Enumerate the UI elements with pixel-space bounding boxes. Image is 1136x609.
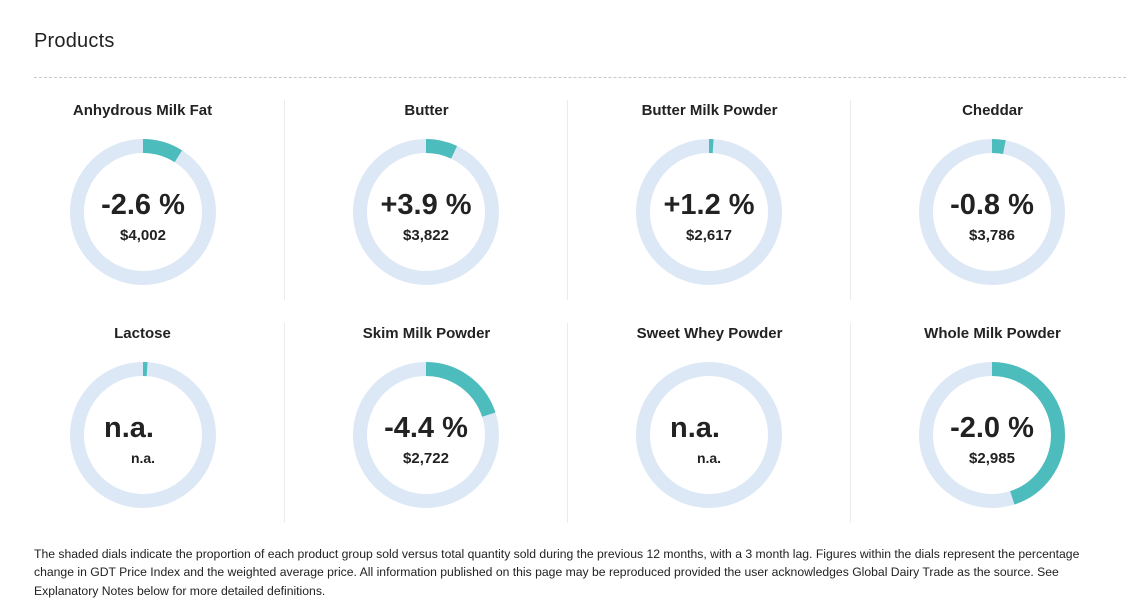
product-card[interactable]: Cheddar -0.8 % $3,786 xyxy=(850,100,1134,300)
average-price: $2,617 xyxy=(686,227,732,244)
average-price: $3,786 xyxy=(969,227,1015,244)
dial-ring xyxy=(919,362,1065,508)
dial-ring xyxy=(919,139,1065,285)
product-card[interactable]: Lactose n.a. n.a. xyxy=(1,323,284,523)
product-name: Butter xyxy=(404,102,449,119)
product-name: Butter Milk Powder xyxy=(641,102,778,119)
average-price: $3,822 xyxy=(403,227,449,244)
dial-ring xyxy=(636,362,782,508)
dial-share-arc xyxy=(70,139,216,285)
price-index-change: -2.6 % xyxy=(101,189,185,221)
share-dial: -2.6 % $4,002 xyxy=(68,137,218,287)
product-card[interactable]: Butter +3.9 % $3,822 xyxy=(284,100,568,300)
product-name: Whole Milk Powder xyxy=(924,325,1061,342)
price-index-change: +1.2 % xyxy=(663,189,755,221)
share-dial: -2.0 % $2,985 xyxy=(917,360,1067,510)
dial-share-arc xyxy=(919,139,1065,285)
dial-ring xyxy=(353,362,499,508)
average-price: $2,722 xyxy=(403,450,449,467)
average-price: n.a. xyxy=(130,450,156,466)
product-name: Cheddar xyxy=(962,102,1023,119)
price-index-change: +3.9 % xyxy=(380,189,472,221)
average-price: n.a. xyxy=(696,450,722,466)
product-name: Skim Milk Powder xyxy=(362,325,491,342)
share-dial: +1.2 % $2,617 xyxy=(634,137,784,287)
dial-share-arc xyxy=(70,362,216,508)
page-title: Products xyxy=(34,30,115,52)
dial-share-arc xyxy=(353,139,499,285)
product-card[interactable]: Anhydrous Milk Fat -2.6 % $4,002 xyxy=(1,100,284,300)
price-index-change: -2.0 % xyxy=(950,412,1034,444)
product-card[interactable]: Butter Milk Powder +1.2 % $2,617 xyxy=(567,100,851,300)
dial-ring xyxy=(353,139,499,285)
dial-ring xyxy=(70,362,216,508)
share-dial: +3.9 % $3,822 xyxy=(351,137,501,287)
dial-share-arc xyxy=(353,362,499,508)
share-dial: n.a. n.a. xyxy=(634,360,784,510)
average-price: $4,002 xyxy=(120,227,166,244)
price-index-change: n.a. xyxy=(104,412,154,444)
dial-track xyxy=(636,362,782,508)
dial-ring xyxy=(70,139,216,285)
product-card[interactable]: Whole Milk Powder -2.0 % $2,985 xyxy=(850,323,1134,523)
footnote: The shaded dials indicate the proportion… xyxy=(34,547,1080,598)
product-name: Anhydrous Milk Fat xyxy=(72,102,213,119)
dial-share-arc xyxy=(919,362,1065,508)
price-index-change: -4.4 % xyxy=(384,412,468,444)
share-dial: -0.8 % $3,786 xyxy=(917,137,1067,287)
dial-ring xyxy=(636,139,782,285)
product-name: Lactose xyxy=(114,325,171,342)
dial-share-arc xyxy=(636,139,782,285)
share-dial: -4.4 % $2,722 xyxy=(351,360,501,510)
average-price: $2,985 xyxy=(969,450,1015,467)
price-index-change: -0.8 % xyxy=(950,189,1034,221)
section-divider xyxy=(34,77,1126,78)
share-dial: n.a. n.a. xyxy=(68,360,218,510)
product-name: Sweet Whey Powder xyxy=(636,325,783,342)
product-card[interactable]: Sweet Whey Powder n.a. n.a. xyxy=(567,323,851,523)
price-index-change: n.a. xyxy=(670,412,720,444)
product-card[interactable]: Skim Milk Powder -4.4 % $2,722 xyxy=(284,323,568,523)
